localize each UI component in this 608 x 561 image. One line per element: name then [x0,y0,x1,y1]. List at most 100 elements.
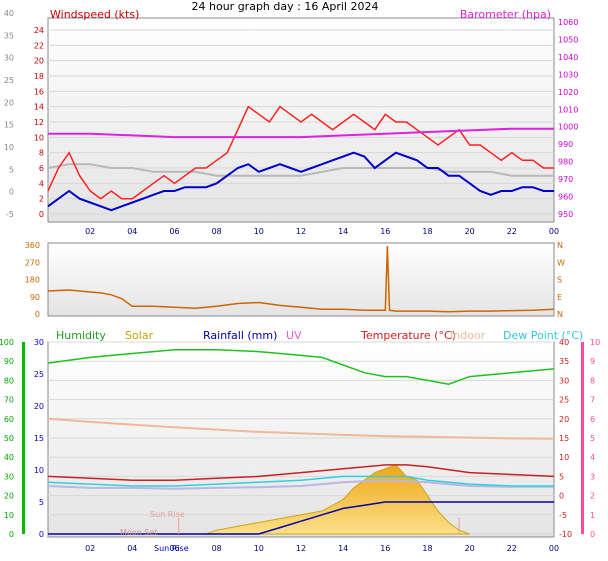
x-tick-label: 12 [296,227,306,236]
sunrise-annotation-2: Sun Rise [154,544,189,553]
dir-tick-2: 180 [25,276,40,285]
x-tick-label: 06 [169,544,179,553]
humidity-tick-6: 40 [4,453,14,462]
wind-tick-2: 20 [34,57,44,66]
dir-tick-3: 90 [30,293,40,302]
wind-tick-8: 8 [39,149,44,158]
dir-compass-tick-3: E [557,293,562,302]
humidity-tick-8: 20 [4,492,14,501]
wind-tick-11: 2 [39,195,44,204]
temp-tick-0: 40 [559,338,569,347]
direction-line [47,245,555,313]
temp-tick-1: 35 [559,357,569,366]
x-tick-label: 10 [254,227,264,236]
dir-tick-0: 360 [25,241,40,250]
wind-outer-tick-6: 10 [4,143,14,152]
wind-gust-line [47,105,554,200]
dir-tick-4: 0 [35,310,40,319]
moonset-annotation: Moon Set [120,528,157,537]
rain-tick-3: 15 [34,434,44,443]
uv-tick-10: 0 [590,530,595,539]
x-tick-label: 08 [212,544,222,553]
x-tick-label: 16 [380,544,390,553]
humidity-tick-0: 100 [0,338,14,347]
solar-area [205,464,470,535]
humidity-tick-5: 50 [4,434,14,443]
wind-tick-5: 14 [34,103,44,112]
temp-tick-3: 25 [559,396,569,405]
x-tick-label: 04 [127,544,137,553]
wind-tick-10: 4 [39,179,44,188]
rain-tick-5: 5 [39,498,44,507]
x-tick-label: 12 [296,544,306,553]
wind-outer-tick-0: 40 [4,9,14,18]
rain-tick-6: 0 [39,530,44,539]
x-tick-label: 18 [422,544,432,553]
baro-tick-8: 980 [558,158,573,167]
indoor-line [47,417,555,440]
legend-solar: Solar [125,329,154,342]
wind-panel [47,17,555,223]
baro-tick-1: 1050 [558,36,578,45]
barometer-line [48,127,554,139]
wind-outer-tick-5: 15 [4,121,14,130]
multi-panel [47,341,555,538]
dir-compass-tick-1: W [557,258,565,267]
uv-tick-9: 1 [590,511,595,520]
x-tick-label: 14 [338,227,348,236]
x-tick-label: 18 [422,227,432,236]
windspeed-label: Windspeed (kts) [50,8,139,21]
temp-tick-5: 15 [559,434,569,443]
wind-outer-tick-4: 20 [4,98,14,107]
direction-panel [47,242,555,317]
wind-tick-3: 18 [34,72,44,81]
baro-tick-4: 1020 [558,88,578,97]
x-tick-label: 20 [465,544,475,553]
dir-compass-tick-2: S [557,276,562,285]
dir-compass-tick-4: N [557,310,563,319]
x-tick-label: 22 [507,544,517,553]
wind-grey-line [47,163,554,177]
wind-tick-0: 24 [34,26,44,35]
legend-dewpoint: Dew Point (°C) [503,329,583,342]
x-tick-label: 06 [169,227,179,236]
uv-tick-1: 9 [590,357,595,366]
temp-tick-8: 0 [559,492,564,501]
uv-axis-bar [581,342,584,534]
wind-tick-9: 6 [39,164,44,173]
x-tick-label: 00 [549,544,559,553]
baro-tick-0: 1060 [558,18,578,27]
uv-tick-8: 2 [590,492,595,501]
uv-tick-6: 4 [590,453,595,462]
humidity-tick-2: 80 [4,376,14,385]
x-tick-label: 14 [338,544,348,553]
x-tick-label: 00 [549,227,559,236]
uv-tick-7: 3 [590,472,595,481]
humidity-tick-9: 10 [4,511,14,520]
rain-tick-1: 25 [34,370,44,379]
wind-outer-tick-1: 35 [4,31,14,40]
temp-tick-6: 10 [559,453,569,462]
uv-tick-2: 8 [590,376,595,385]
wind-average-line [47,151,554,212]
baro-tick-2: 1040 [558,53,578,62]
x-tick-label: 02 [85,544,95,553]
chart-title: 24 hour graph day : 16 April 2024 [192,0,379,13]
uv-grey-line [47,479,554,490]
temp-tick-9: -5 [559,511,567,520]
dir-compass-tick-0: N [557,241,563,250]
x-tick-label: 10 [254,544,264,553]
baro-tick-6: 1000 [558,123,578,132]
baro-tick-9: 970 [558,175,573,184]
humidity-tick-1: 90 [4,357,14,366]
temp-tick-7: 5 [559,472,564,481]
rain-tick-4: 10 [34,466,44,475]
humidity-tick-10: 0 [9,530,14,539]
uv-tick-4: 6 [590,415,595,424]
wind-tick-7: 10 [34,133,44,142]
baro-tick-11: 950 [558,210,573,219]
x-tick-label: 08 [212,227,222,236]
wind-tick-4: 16 [34,87,44,96]
wind-tick-12: 0 [39,210,44,219]
